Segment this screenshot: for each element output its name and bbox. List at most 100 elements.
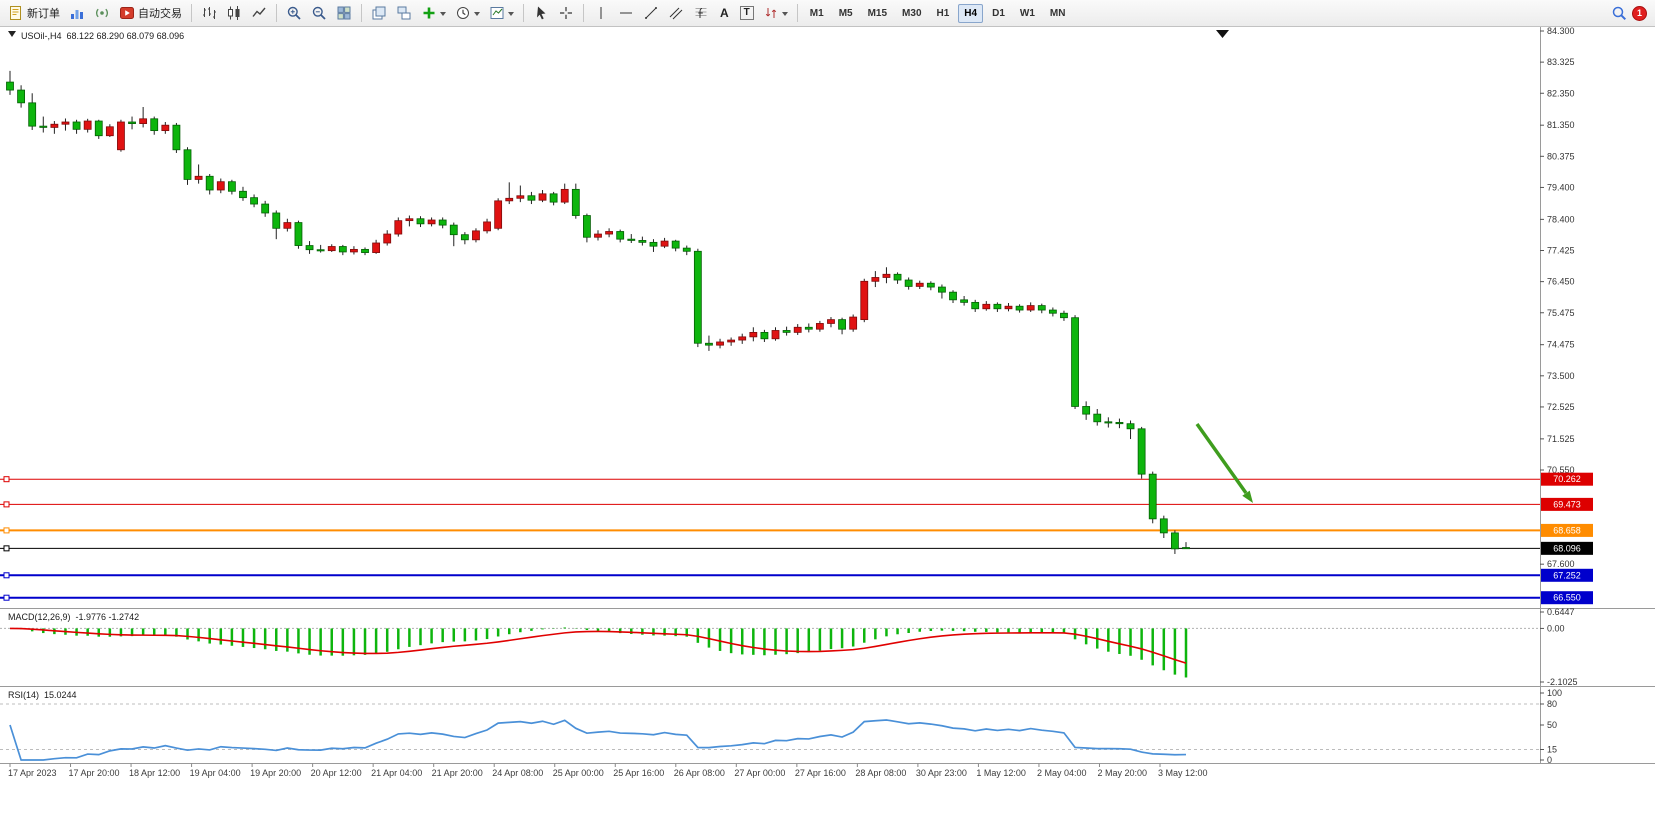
time-tick-label: 20 Apr 12:00 — [311, 768, 362, 778]
line-handle[interactable] — [3, 527, 10, 534]
tile-windows-button[interactable] — [332, 2, 356, 24]
line-handle[interactable] — [3, 572, 10, 579]
candle-body — [50, 123, 59, 128]
notification-badge[interactable]: 1 — [1632, 5, 1647, 21]
candle-body — [871, 277, 880, 282]
price-line-label-bg — [1541, 523, 1593, 537]
price-tick-label: 80.375 — [1547, 151, 1575, 161]
notification-count: 1 — [1636, 8, 1642, 18]
timeframe-d1-button[interactable]: D1 — [992, 7, 1005, 19]
candle-body — [1171, 532, 1179, 550]
line-handle[interactable] — [3, 476, 10, 483]
templates-button[interactable] — [485, 2, 518, 24]
cascade-windows-button[interactable] — [392, 2, 416, 24]
line-chart-icon — [252, 7, 266, 17]
market-watch-button[interactable] — [65, 2, 89, 24]
time-tick-label: 1 May 12:00 — [976, 768, 1026, 778]
candle-body — [505, 197, 514, 202]
candle-body — [827, 319, 835, 324]
new-order-icon — [10, 6, 21, 20]
timeframe-m5-button[interactable]: M5 — [838, 7, 853, 19]
line-handle[interactable] — [3, 594, 10, 601]
candle-body — [327, 246, 336, 252]
price-tick-label: 75.475 — [1547, 308, 1575, 318]
line-handle[interactable] — [3, 545, 10, 552]
price-tick-label: 67.600 — [1547, 559, 1575, 569]
timeframe-m1-button[interactable]: M1 — [809, 7, 824, 19]
price-tick-label: 76.450 — [1547, 277, 1575, 287]
candle-body — [94, 120, 103, 137]
time-tick-label: 21 Apr 04:00 — [371, 768, 422, 778]
candle-body — [971, 301, 980, 310]
time-tick-label: 25 Apr 00:00 — [553, 768, 604, 778]
zoom-out-button[interactable] — [307, 2, 331, 24]
candle-body — [172, 124, 181, 151]
candle-body — [61, 121, 70, 125]
candle-body — [649, 241, 658, 247]
trendline-tool-button[interactable] — [639, 2, 663, 24]
candle-body — [527, 195, 536, 201]
vertical-line-tool-button[interactable] — [589, 2, 613, 24]
price-tick-label: 70.550 — [1547, 465, 1575, 475]
cursor-button[interactable] — [529, 2, 553, 24]
rsi-tick-label: 0 — [1547, 755, 1552, 765]
arrows-tool-button[interactable] — [759, 2, 792, 24]
chart-candles-button[interactable] — [222, 2, 246, 24]
macd-panel — [0, 627, 1540, 678]
timeframe-w1-button[interactable]: W1 — [1019, 7, 1035, 19]
candle-body — [938, 286, 946, 293]
timeframe-h1-button[interactable]: H1 — [936, 7, 950, 19]
candle-body — [316, 249, 325, 252]
candle-body — [671, 240, 680, 249]
timeframe-mn-button[interactable]: MN — [1049, 7, 1066, 19]
candle-body — [760, 331, 769, 340]
text-label-tool-button[interactable]: T — [736, 2, 758, 24]
crosshair-button[interactable] — [554, 2, 578, 24]
candle-body — [438, 219, 447, 226]
candle-body — [782, 330, 791, 333]
candle-body — [6, 81, 14, 91]
chart-bars-button[interactable] — [197, 2, 221, 24]
horizontal-line-tool-button[interactable] — [614, 2, 638, 24]
search-button[interactable] — [1607, 2, 1631, 24]
candle-body — [549, 193, 558, 203]
candlestick-series — [6, 70, 1190, 554]
candle-body — [982, 303, 991, 310]
zoom-in-button[interactable] — [282, 2, 306, 24]
time-tick-label: 27 Apr 16:00 — [795, 768, 846, 778]
candle-body — [1115, 422, 1124, 425]
autotrading-button[interactable]: 自动交易 — [115, 2, 186, 24]
timeframe-m15-button[interactable]: M15 — [867, 7, 888, 19]
channel-icon — [669, 7, 683, 20]
candle-body — [294, 222, 303, 246]
candle-body — [915, 282, 924, 287]
signals-button[interactable] — [90, 2, 114, 24]
candle-body — [771, 330, 780, 340]
toolbar-separator — [583, 4, 584, 22]
candle-body — [1015, 305, 1024, 311]
candle-body — [882, 273, 891, 278]
fibonacci-tool-button[interactable] — [689, 2, 713, 24]
timeframe-m30-button[interactable]: M30 — [902, 7, 922, 19]
timeframe-h4-button[interactable]: H4 — [958, 3, 984, 23]
fibonacci-icon — [695, 8, 707, 18]
time-tick-label: 19 Apr 20:00 — [250, 768, 301, 778]
indicators-button[interactable] — [417, 2, 450, 24]
periods-button[interactable] — [451, 2, 484, 24]
text-tool-button[interactable]: A — [714, 2, 735, 24]
new-order-button[interactable]: 新订单 — [4, 2, 64, 24]
price-line-labels: 70.262 69.473 68.658 68.096 67.252 66.550 — [1541, 472, 1593, 605]
chart-shift-marker[interactable] — [1216, 30, 1229, 38]
price-tick-label: 72.525 — [1547, 402, 1575, 412]
channel-tool-button[interactable] — [664, 2, 688, 24]
candle-body — [72, 121, 81, 130]
arrange-windows-button[interactable] — [367, 2, 391, 24]
line-handle[interactable] — [3, 501, 10, 508]
vertical-line-icon — [600, 7, 602, 19]
candle-body — [216, 181, 225, 191]
annotation-arrow[interactable] — [1195, 422, 1253, 503]
horizontal-line-icon — [620, 12, 632, 14]
candle-body — [1104, 421, 1113, 424]
chart-line-button[interactable] — [247, 2, 271, 24]
